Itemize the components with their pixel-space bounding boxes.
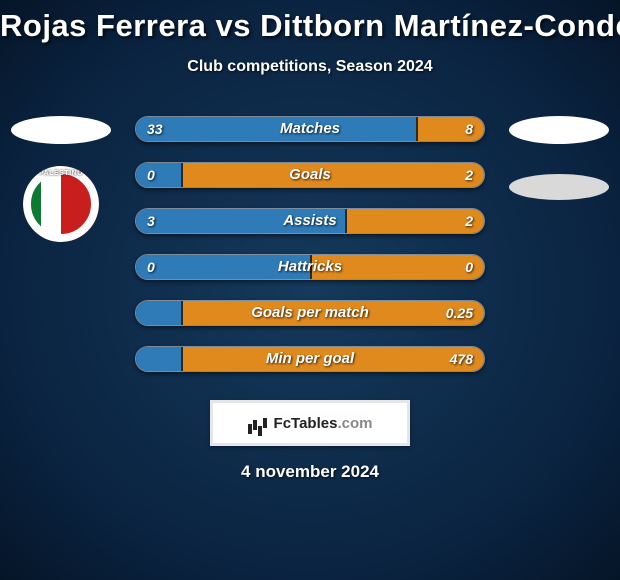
- stat-row: Assists3 2: [135, 208, 485, 234]
- source-suffix: .com: [337, 415, 372, 432]
- stat-value-left: 0: [147, 254, 155, 280]
- comparison-panel: PALESTINO Matches338Goals02Assists32Hatt…: [0, 116, 620, 372]
- left-flag-placeholder: [11, 116, 111, 144]
- source-name: FcTables: [274, 415, 338, 432]
- stat-value-right: 0.25: [446, 300, 473, 326]
- stat-label: Min per goal: [135, 346, 485, 372]
- right-flag-placeholder: [509, 116, 609, 144]
- page-subtitle: Club competitions, Season 2024: [0, 58, 620, 76]
- right-club-placeholder: [509, 174, 609, 200]
- stat-label: Hattricks: [135, 254, 485, 280]
- page-title: Rojas Ferrera vs Dittborn Martínez-Conde: [0, 0, 620, 44]
- stat-row: Goals0 2: [135, 162, 485, 188]
- stat-value-left: 33: [147, 116, 163, 142]
- source-text: FcTables.com: [274, 415, 373, 432]
- stat-value-left: 3: [147, 208, 155, 234]
- stat-label: Assists: [135, 208, 485, 234]
- stat-row: Goals per match0.25: [135, 300, 485, 326]
- stat-value-right: 478: [450, 346, 473, 372]
- stat-value-right: 2: [465, 208, 473, 234]
- stat-value-left: 0: [147, 162, 155, 188]
- fctables-icon: [248, 412, 270, 434]
- right-player-column: [504, 116, 614, 200]
- stat-bars: Matches338Goals02Assists32Hattricks00Goa…: [135, 116, 485, 372]
- left-player-column: PALESTINO: [6, 116, 116, 242]
- stat-row: Hattricks0 0: [135, 254, 485, 280]
- stat-label: Goals: [135, 162, 485, 188]
- left-club-badge-label: PALESTINO: [23, 170, 99, 177]
- stat-row: Min per goal478: [135, 346, 485, 372]
- snapshot-date: 4 november 2024: [0, 462, 620, 482]
- stat-value-right: 8: [465, 116, 473, 142]
- left-club-badge: PALESTINO: [23, 166, 99, 242]
- stat-label: Matches: [135, 116, 485, 142]
- stat-value-right: 2: [465, 162, 473, 188]
- stat-value-right: 0: [465, 254, 473, 280]
- stat-label: Goals per match: [135, 300, 485, 326]
- stat-row: Matches33 8: [135, 116, 485, 142]
- source-badge: FcTables.com: [210, 400, 410, 446]
